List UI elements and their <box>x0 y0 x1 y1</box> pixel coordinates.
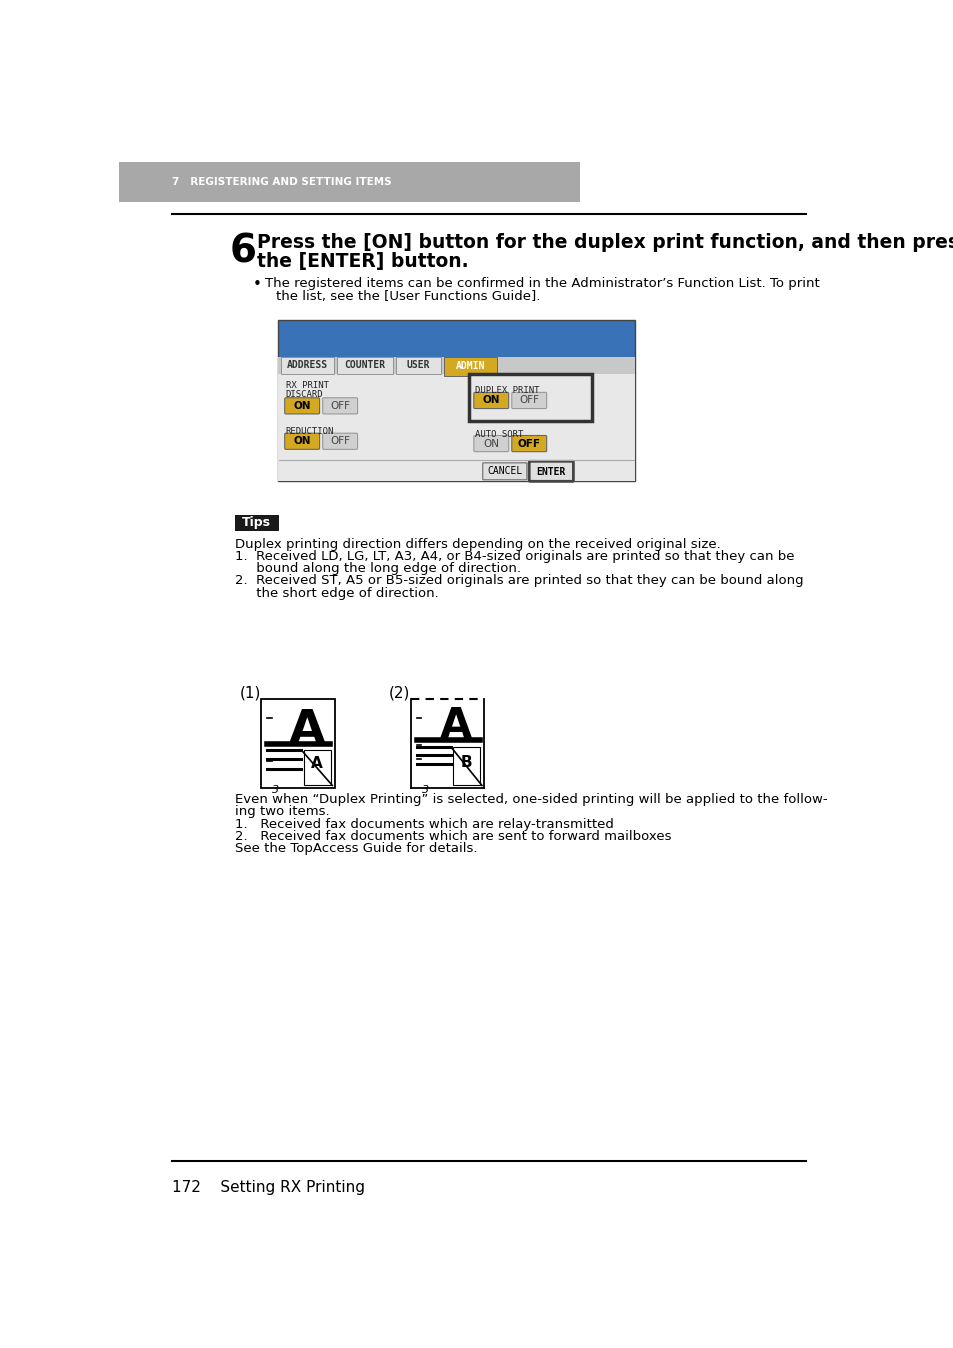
FancyBboxPatch shape <box>322 398 357 414</box>
Text: A: A <box>288 708 325 752</box>
Text: OFF: OFF <box>518 395 538 406</box>
FancyBboxPatch shape <box>443 357 497 376</box>
FancyBboxPatch shape <box>395 357 440 373</box>
Text: ENTER: ENTER <box>536 466 565 477</box>
Text: REDUCTION: REDUCTION <box>286 426 334 435</box>
Text: 1.  Received LD, LG, LT, A3, A4, or B4-sized originals are printed so that they : 1. Received LD, LG, LT, A3, A4, or B4-si… <box>235 550 794 563</box>
FancyBboxPatch shape <box>511 435 546 452</box>
Text: A: A <box>439 705 472 747</box>
Text: Duplex printing direction differs depending on the received original size.: Duplex printing direction differs depend… <box>235 538 720 550</box>
Text: CANCEL: CANCEL <box>487 466 522 476</box>
Text: The registered items can be confirmed in the Administrator’s Function List. To p: The registered items can be confirmed in… <box>265 278 819 290</box>
FancyBboxPatch shape <box>529 461 573 481</box>
Text: the short edge of direction.: the short edge of direction. <box>235 586 438 600</box>
FancyBboxPatch shape <box>468 373 592 421</box>
Text: the list, see the [User Functions Guide].: the list, see the [User Functions Guide]… <box>275 290 539 302</box>
Text: Tips: Tips <box>242 516 271 530</box>
FancyBboxPatch shape <box>511 392 546 408</box>
FancyBboxPatch shape <box>322 433 357 449</box>
FancyBboxPatch shape <box>303 749 331 785</box>
FancyBboxPatch shape <box>284 433 319 449</box>
Text: RX PRINT: RX PRINT <box>286 381 329 390</box>
FancyBboxPatch shape <box>453 747 480 785</box>
Text: Press the [ON] button for the duplex print function, and then press: Press the [ON] button for the duplex pri… <box>257 233 953 252</box>
Text: ON: ON <box>483 438 498 449</box>
Text: 2.  Received ST, A5 or B5-sized originals are printed so that they can be bound : 2. Received ST, A5 or B5-sized originals… <box>235 574 803 588</box>
Text: 3: 3 <box>421 785 428 795</box>
Text: 7   REGISTERING AND SETTING ITEMS: 7 REGISTERING AND SETTING ITEMS <box>172 177 391 187</box>
FancyBboxPatch shape <box>284 398 319 414</box>
FancyBboxPatch shape <box>482 462 526 480</box>
Text: OFF: OFF <box>330 437 350 446</box>
Text: ing two items.: ing two items. <box>235 806 330 818</box>
Text: DISCARD: DISCARD <box>286 391 323 399</box>
Text: ADDRESS: ADDRESS <box>287 360 328 371</box>
Text: 1.   Received fax documents which are relay-transmitted: 1. Received fax documents which are rela… <box>235 818 614 830</box>
FancyBboxPatch shape <box>474 392 508 408</box>
Text: ON: ON <box>482 395 499 406</box>
Text: ON: ON <box>294 437 311 446</box>
Text: 3: 3 <box>272 785 279 795</box>
Text: ADMIN: ADMIN <box>456 361 484 371</box>
FancyBboxPatch shape <box>336 357 393 373</box>
FancyBboxPatch shape <box>281 357 334 373</box>
FancyBboxPatch shape <box>278 357 634 373</box>
Text: ON: ON <box>294 400 311 411</box>
Text: (2): (2) <box>389 685 410 701</box>
Text: OFF: OFF <box>330 400 350 411</box>
Text: USER: USER <box>406 360 430 371</box>
Text: See the TopAccess Guide for details.: See the TopAccess Guide for details. <box>235 842 477 856</box>
Text: the [ENTER] button.: the [ENTER] button. <box>257 252 468 271</box>
Text: COUNTER: COUNTER <box>344 360 385 371</box>
Text: (1): (1) <box>239 685 260 701</box>
Text: AUTO SORT: AUTO SORT <box>475 430 523 439</box>
FancyBboxPatch shape <box>278 373 634 481</box>
Text: Even when “Duplex Printing” is selected, one-sided printing will be applied to t: Even when “Duplex Printing” is selected,… <box>235 793 827 806</box>
FancyBboxPatch shape <box>119 162 579 202</box>
Text: 2.   Received fax documents which are sent to forward mailboxes: 2. Received fax documents which are sent… <box>235 830 671 842</box>
Text: A: A <box>311 756 323 771</box>
Text: •: • <box>253 278 261 293</box>
Text: bound along the long edge of direction.: bound along the long edge of direction. <box>235 562 521 576</box>
Text: 172    Setting RX Printing: 172 Setting RX Printing <box>172 1180 365 1194</box>
Text: OFF: OFF <box>517 438 540 449</box>
Text: 6: 6 <box>230 233 256 271</box>
FancyBboxPatch shape <box>278 319 634 481</box>
FancyBboxPatch shape <box>474 435 508 452</box>
FancyBboxPatch shape <box>234 515 278 531</box>
Text: B: B <box>460 755 472 770</box>
Text: DUPLEX PRINT: DUPLEX PRINT <box>475 386 538 395</box>
FancyBboxPatch shape <box>261 700 335 787</box>
